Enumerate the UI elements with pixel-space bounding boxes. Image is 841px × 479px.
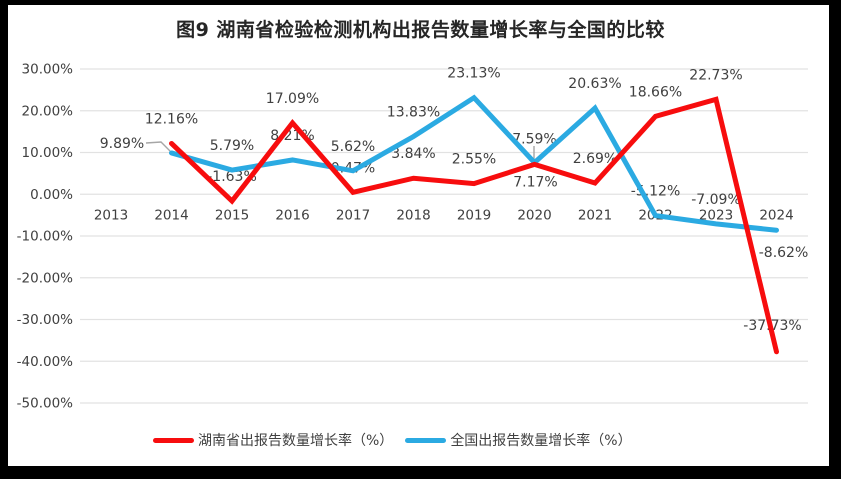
data-label: 22.73% xyxy=(689,67,742,83)
x-axis-tick-label: 2013 xyxy=(94,208,128,224)
data-label: 23.13% xyxy=(447,66,500,82)
y-axis-tick-label: -10.00% xyxy=(17,229,74,245)
data-label: 12.16% xyxy=(145,111,198,127)
data-label: 18.66% xyxy=(629,84,682,100)
x-axis-tick-label: 2017 xyxy=(336,208,370,224)
y-axis-tick-label: -30.00% xyxy=(17,312,74,328)
y-axis-tick-label: 10.00% xyxy=(22,145,74,161)
data-label: 2.55% xyxy=(452,152,496,168)
data-label: 5.79% xyxy=(210,138,254,154)
data-label: 17.09% xyxy=(266,91,319,107)
x-axis-tick-label: 2019 xyxy=(457,208,491,224)
series-line-national xyxy=(169,94,779,233)
y-axis-tick-label: -20.00% xyxy=(17,270,74,286)
x-axis-tick-label: 2015 xyxy=(215,208,249,224)
x-axis-tick-label: 2020 xyxy=(517,208,551,224)
data-label: -8.62% xyxy=(759,245,809,261)
data-label: 5.62% xyxy=(331,139,375,155)
label-leader-line xyxy=(145,141,171,152)
x-axis-tick-label: 2016 xyxy=(275,208,309,224)
legend-item-national: 全国出报告数量增长率（%） xyxy=(405,430,632,450)
x-axis-tick-label: 2014 xyxy=(154,208,188,224)
data-label: 3.84% xyxy=(391,146,435,162)
x-axis-tick-label: 2023 xyxy=(699,208,733,224)
legend-swatch-hunan-icon xyxy=(153,437,194,443)
data-label: 13.83% xyxy=(387,105,440,121)
y-axis-tick-label: 20.00% xyxy=(22,103,74,119)
data-label: 2.69% xyxy=(573,151,617,167)
legend-label-national: 全国出报告数量增长率（%） xyxy=(450,433,632,449)
legend-label-hunan: 湖南省出报告数量增长率（%） xyxy=(198,433,394,449)
legend-swatch-national-icon xyxy=(405,437,447,443)
data-label: 7.17% xyxy=(513,174,557,190)
data-label: -7.09% xyxy=(691,192,741,208)
y-axis-tick-label: -50.00% xyxy=(17,396,74,412)
y-axis-tick-label: 0.00% xyxy=(30,187,73,203)
data-label: 9.89% xyxy=(100,136,144,152)
x-axis-tick-label: 2024 xyxy=(759,208,793,224)
legend: 湖南省出报告数量增长率（%） 全国出报告数量增长率（%） xyxy=(153,430,644,450)
legend-item-hunan: 湖南省出报告数量增长率（%） xyxy=(153,430,393,450)
series-line-hunan xyxy=(169,96,779,355)
chart-title: 图9 湖南省检验检测机构出报告数量增长率与全国的比较 xyxy=(176,19,665,41)
x-axis-tick-label: 2018 xyxy=(396,208,430,224)
y-axis-tick-label: 30.00% xyxy=(22,62,74,78)
x-axis-tick-label: 2021 xyxy=(578,208,612,224)
y-axis-tick-label: -40.00% xyxy=(17,354,74,370)
data-label: 20.63% xyxy=(568,76,621,92)
data-label: 7.59% xyxy=(512,132,556,148)
